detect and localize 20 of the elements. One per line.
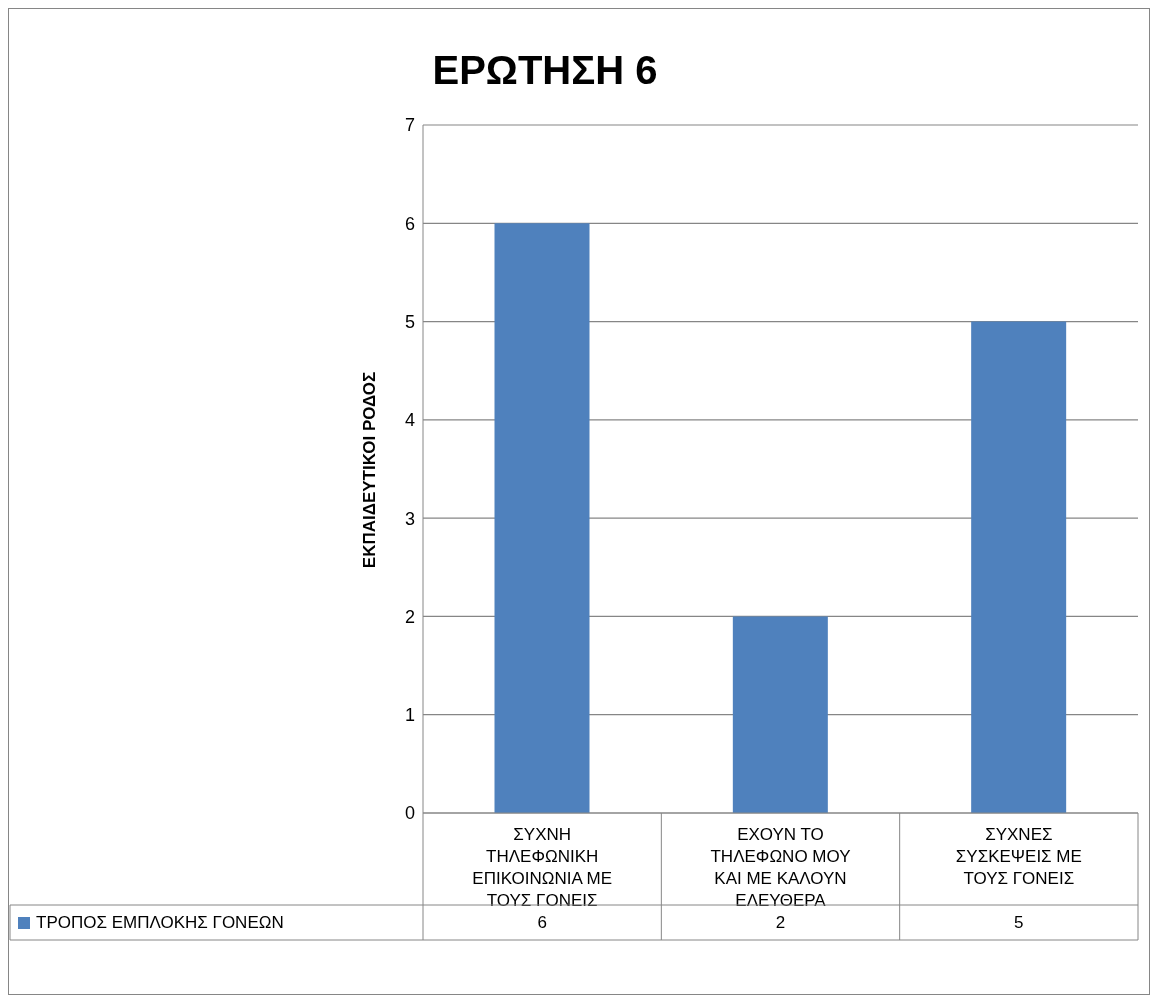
data-label: 2	[775, 913, 786, 932]
bar	[971, 321, 1067, 813]
y-tick-label: 0	[404, 803, 415, 824]
x-tick-label: ΕΧΟΥΝ ΤΟ ΤΗΛΕΦΩΝΟ ΜΟΥ ΚΑΙ ΜΕ ΚΑΛΟΥΝ ΕΛΕΥΘΕΡΑ	[710, 825, 851, 910]
y-axis-title: ΕΚΠΑΙΔΕΥΤΙΚΟΙ ΡΟΔΟΣ	[360, 371, 380, 569]
x-tick-label: ΣΥΧΝΗ ΤΗΛΕΦΩΝΙΚΗ ΕΠΙΚΟΙΝΩΝΙΑ ΜΕ ΤΟΥΣ ΓΟΝΕΙΣ	[472, 825, 613, 910]
y-tick-label: 7	[404, 115, 415, 136]
legend-label: ΤΡΟΠΟΣ ΕΜΠΛΟΚΗΣ ΓΟΝΕΩΝ	[36, 912, 284, 933]
y-tick-label: 1	[404, 705, 415, 726]
y-tick-label: 5	[404, 311, 415, 332]
data-label: 5	[1013, 912, 1025, 934]
y-tick-label: 4	[404, 410, 415, 431]
y-tick-label: 2	[404, 606, 415, 627]
chart-title: ΕΡΩΤΗΣΗ 6	[431, 48, 659, 93]
bar	[494, 223, 590, 813]
x-tick-label: ΣΥΧΝΕΣ ΣΥΣΚΕΨΕΙΣ ΜΕ ΤΟΥΣ ΓΟΝΕΙΣ	[955, 825, 1082, 888]
bar	[732, 616, 828, 813]
y-tick-label: 6	[404, 213, 415, 234]
y-tick-label: 3	[404, 508, 415, 529]
data-label: 6	[537, 913, 547, 932]
